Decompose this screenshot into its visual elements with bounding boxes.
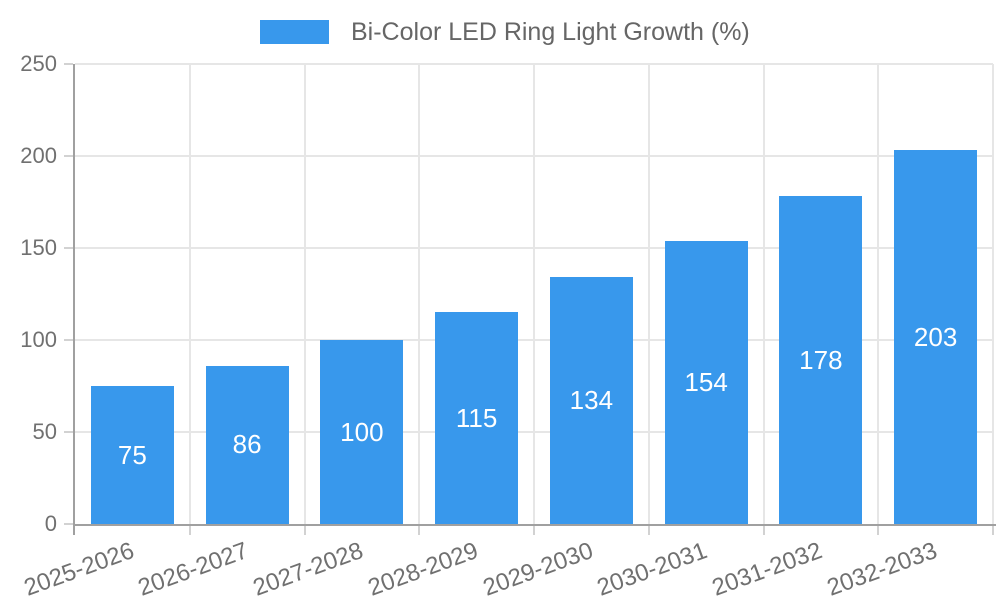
bar-value-label: 203: [913, 321, 958, 352]
bar-value-label: 154: [684, 366, 728, 397]
x-tick: [303, 526, 306, 535]
y-tick: [64, 63, 73, 65]
v-gridline: [992, 64, 994, 524]
y-tick: [64, 339, 73, 341]
x-tick-label: 2027-2028: [249, 537, 367, 600]
x-tick-label: 2032-2033: [823, 537, 941, 600]
x-axis-line: [73, 524, 996, 526]
bar-value-label: 115: [455, 402, 498, 433]
x-tick-label: 2028-2029: [364, 537, 482, 600]
bar: 203: [894, 150, 978, 524]
x-tick-label: 2029-2030: [479, 537, 597, 600]
y-tick-label: 250: [20, 51, 57, 76]
bar-value-label: 86: [232, 429, 262, 460]
y-tick-label: 100: [20, 327, 57, 352]
x-tick-label: 2030-2031: [593, 537, 712, 600]
bar: 134: [549, 277, 633, 524]
x-tick: [877, 526, 880, 535]
y-tick: [64, 523, 73, 525]
bar: 115: [435, 312, 519, 524]
y-tick-label: 50: [32, 419, 57, 444]
bar: 178: [779, 196, 863, 524]
bar-value-label: 75: [117, 439, 147, 470]
bar: 154: [664, 240, 748, 524]
x-tick: [762, 526, 765, 535]
y-tick: [64, 431, 73, 433]
bar-value-label: 134: [569, 385, 614, 416]
y-tick: [64, 247, 73, 249]
bar: 100: [320, 340, 404, 524]
v-gridline: [418, 64, 421, 524]
bar: 86: [205, 365, 289, 524]
x-tick: [647, 526, 650, 535]
v-gridline: [188, 64, 191, 524]
v-gridline: [303, 64, 306, 524]
x-tick-label: 2026-2027: [134, 537, 253, 600]
bar: 75: [90, 386, 174, 524]
x-tick-label: 2031-2032: [708, 537, 826, 600]
v-gridline: [877, 64, 880, 524]
y-tick-label: 150: [20, 235, 57, 260]
y-axis-line: [73, 64, 75, 535]
bar-value-label: 178: [799, 344, 843, 375]
y-tick: [64, 155, 73, 157]
bar-value-label: 100: [340, 416, 384, 447]
legend-label: Bi-Color LED Ring Light Growth (%): [351, 18, 750, 46]
x-tick: [188, 526, 191, 535]
x-tick: [992, 526, 994, 535]
v-gridline: [533, 64, 535, 524]
x-tick: [533, 526, 535, 535]
legend-swatch: [260, 20, 329, 44]
y-tick-label: 0: [44, 511, 57, 536]
y-tick-label: 200: [20, 143, 57, 168]
x-tick: [418, 526, 421, 535]
v-gridline: [647, 64, 650, 524]
x-tick-label: 2025-2026: [20, 537, 138, 600]
v-gridline: [762, 64, 765, 524]
